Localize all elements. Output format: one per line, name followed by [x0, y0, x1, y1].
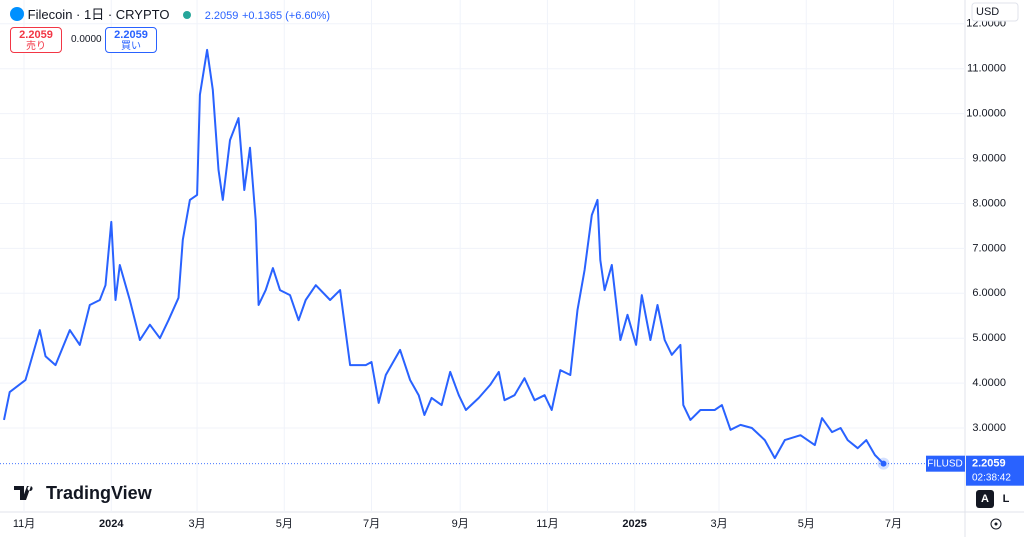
- price-change: +0.1365 (+6.60%): [242, 10, 331, 22]
- price-tag-countdown: 02:38:42: [972, 472, 1011, 483]
- brand: TradingView: [46, 483, 153, 503]
- x-tick-label: 11月: [536, 518, 558, 530]
- price-tag: [966, 455, 1024, 486]
- settings-icon[interactable]: [990, 518, 1002, 530]
- x-tick-label: 5月: [798, 518, 815, 530]
- symbol-line: Filecoin · 1日 · CRYPTO 2.2059 +0.1365 (+…: [10, 4, 330, 23]
- x-tick-label: 5月: [276, 518, 293, 530]
- y-tick-label: 6.0000: [972, 287, 1006, 299]
- buy-label: 買い: [121, 41, 141, 52]
- sell-price: 2.2059: [19, 29, 53, 41]
- x-tick-label: 7月: [363, 518, 380, 530]
- y-tick-label: 10.0000: [966, 108, 1006, 120]
- last-point: [880, 460, 887, 467]
- x-tick-label: 9月: [452, 518, 469, 530]
- currency-button[interactable]: [971, 2, 1019, 22]
- sell-button[interactable]: 2.2059 売り: [10, 27, 62, 53]
- last-price: 2.2059: [204, 10, 239, 22]
- buy-price: 2.2059: [114, 29, 148, 41]
- symbol[interactable]: Filecoin · 1日 · CRYPTO: [27, 7, 170, 22]
- sell-label: 売り: [26, 41, 46, 52]
- x-tick-label: 11月: [13, 518, 35, 530]
- symbol-tag: [926, 455, 965, 472]
- y-tick-label: 5.0000: [972, 332, 1006, 344]
- currency[interactable]: USD: [976, 6, 999, 18]
- symbol-tag-label: FILUSD: [927, 458, 963, 469]
- logo-icon: [14, 486, 33, 500]
- x-tick-label: 7月: [885, 518, 902, 530]
- price-line: [3, 48, 885, 465]
- auto-label[interactable]: A: [981, 493, 989, 505]
- y-tick-label: 9.0000: [972, 152, 1006, 164]
- y-tick-label: 8.0000: [972, 197, 1006, 209]
- buy-button[interactable]: 2.2059 買い: [105, 27, 157, 53]
- y-tick-label: 7.0000: [972, 242, 1006, 254]
- spread: 0.0000: [71, 34, 102, 45]
- x-tick-label: 3月: [710, 518, 727, 530]
- y-tick-label: 3.0000: [972, 422, 1006, 434]
- price-tag-value: 2.2059: [972, 458, 1006, 470]
- y-tick-label: 11.0000: [967, 63, 1006, 75]
- y-tick-label: 4.0000: [972, 377, 1006, 389]
- auto-button[interactable]: [976, 490, 994, 508]
- x-tick-label: 2025: [622, 518, 646, 530]
- x-tick-label: 2024: [99, 518, 124, 530]
- tradingview-logo: TradingView: [14, 483, 153, 503]
- coin-icon: [10, 7, 24, 21]
- settings-icon-dot: [994, 522, 998, 526]
- market-status: [183, 11, 192, 19]
- x-tick-label: 3月: [188, 518, 205, 530]
- log-label[interactable]: L: [1003, 493, 1010, 505]
